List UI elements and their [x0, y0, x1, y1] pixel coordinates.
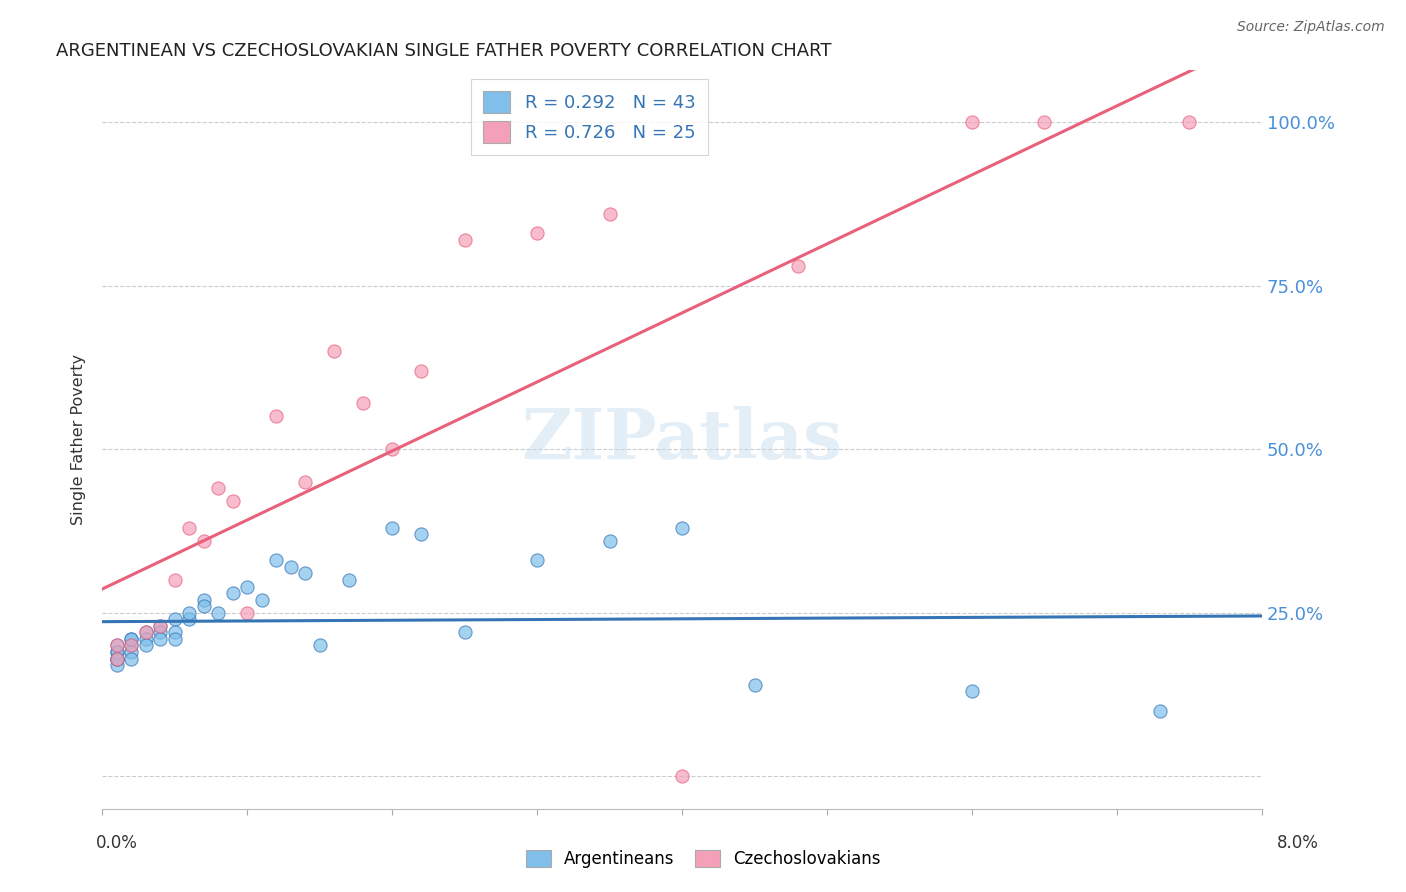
Point	[193, 533, 215, 548]
Point	[323, 343, 346, 358]
Point	[105, 639, 128, 653]
Point	[179, 521, 201, 535]
Point	[960, 115, 983, 129]
Point	[163, 573, 186, 587]
Point	[221, 586, 243, 600]
Point	[337, 573, 360, 587]
Point	[120, 639, 142, 653]
Point	[105, 651, 128, 665]
Point	[599, 206, 621, 220]
Point	[221, 494, 243, 508]
Point	[120, 651, 142, 665]
Point	[105, 645, 128, 659]
Point	[264, 409, 287, 424]
Point	[135, 632, 157, 646]
Point	[135, 625, 157, 640]
Text: Source: ZipAtlas.com: Source: ZipAtlas.com	[1237, 20, 1385, 34]
Point	[179, 612, 201, 626]
Point	[599, 533, 621, 548]
Point	[411, 527, 433, 541]
Point	[960, 684, 983, 698]
Point	[135, 639, 157, 653]
Point	[264, 553, 287, 567]
Point	[294, 475, 316, 489]
Point	[120, 632, 142, 646]
Point	[280, 560, 302, 574]
Text: 0.0%: 0.0%	[96, 834, 138, 852]
Y-axis label: Single Father Poverty: Single Father Poverty	[72, 354, 86, 524]
Point	[149, 619, 172, 633]
Point	[207, 606, 229, 620]
Point	[163, 612, 186, 626]
Point	[105, 639, 128, 653]
Point	[526, 226, 548, 240]
Point	[120, 632, 142, 646]
Point	[352, 396, 374, 410]
Point	[149, 625, 172, 640]
Point	[453, 233, 475, 247]
Point	[1178, 115, 1201, 129]
Point	[744, 678, 766, 692]
Point	[105, 645, 128, 659]
Point	[120, 639, 142, 653]
Point	[193, 592, 215, 607]
Point	[193, 599, 215, 614]
Point	[149, 619, 172, 633]
Point	[411, 363, 433, 377]
Point	[1033, 115, 1056, 129]
Text: 8.0%: 8.0%	[1277, 834, 1319, 852]
Point	[250, 592, 273, 607]
Text: ZIPatlas: ZIPatlas	[522, 406, 842, 473]
Point	[105, 651, 128, 665]
Text: ARGENTINEAN VS CZECHOSLOVAKIAN SINGLE FATHER POVERTY CORRELATION CHART: ARGENTINEAN VS CZECHOSLOVAKIAN SINGLE FA…	[56, 42, 831, 60]
Point	[381, 442, 404, 457]
Point	[526, 553, 548, 567]
Point	[179, 606, 201, 620]
Point	[207, 482, 229, 496]
Point	[236, 606, 259, 620]
Point	[308, 639, 330, 653]
Point	[163, 632, 186, 646]
Point	[294, 566, 316, 581]
Point	[381, 521, 404, 535]
Point	[671, 521, 693, 535]
Point	[671, 769, 693, 783]
Point	[105, 651, 128, 665]
Point	[149, 632, 172, 646]
Point	[105, 651, 128, 665]
Legend: Argentineans, Czechoslovakians: Argentineans, Czechoslovakians	[519, 843, 887, 875]
Point	[1149, 704, 1171, 718]
Point	[135, 625, 157, 640]
Point	[453, 625, 475, 640]
Point	[120, 645, 142, 659]
Legend: R = 0.292   N = 43, R = 0.726   N = 25: R = 0.292 N = 43, R = 0.726 N = 25	[471, 78, 709, 155]
Point	[163, 625, 186, 640]
Point	[105, 658, 128, 673]
Point	[236, 580, 259, 594]
Point	[787, 259, 810, 273]
